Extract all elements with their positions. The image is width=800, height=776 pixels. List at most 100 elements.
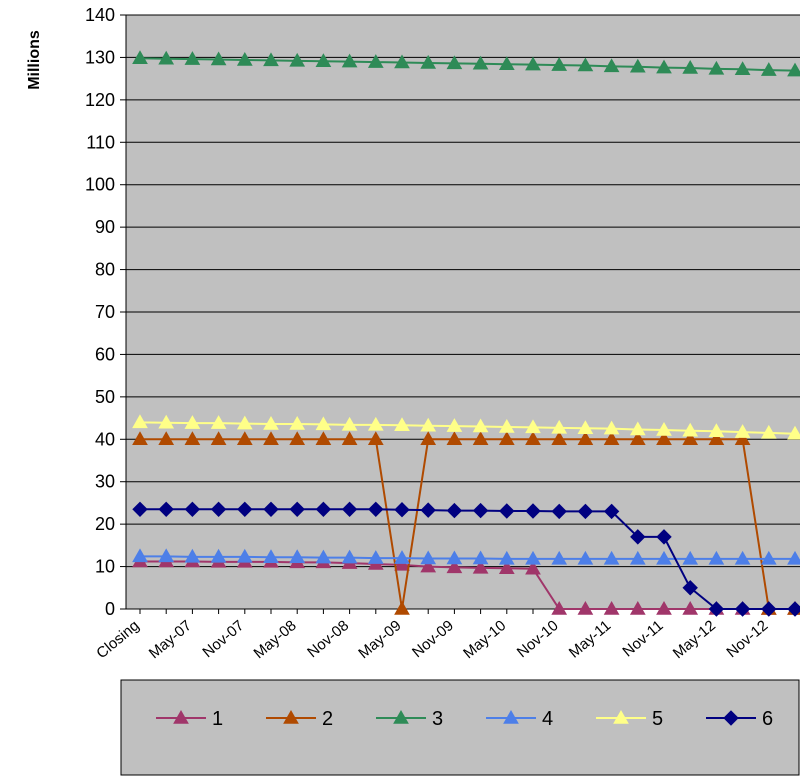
data-point bbox=[368, 501, 384, 517]
data-point bbox=[577, 420, 594, 435]
y-tick-label: 60 bbox=[95, 344, 115, 364]
data-point bbox=[210, 51, 227, 66]
data-point bbox=[472, 431, 489, 446]
data-point bbox=[656, 600, 672, 615]
data-point bbox=[132, 548, 148, 563]
data-point bbox=[184, 431, 201, 446]
data-point bbox=[158, 50, 175, 65]
data-point bbox=[498, 550, 515, 565]
series-layer bbox=[132, 50, 800, 617]
data-point bbox=[315, 501, 332, 517]
data-point bbox=[446, 431, 463, 446]
y-axis-title: Millions bbox=[26, 30, 43, 90]
data-point bbox=[289, 52, 306, 67]
x-tick-label: Nov-07 bbox=[199, 617, 247, 661]
data-point bbox=[132, 414, 148, 429]
legend-label: 4 bbox=[542, 708, 553, 730]
data-point bbox=[708, 431, 725, 446]
data-point bbox=[656, 431, 672, 446]
data-point bbox=[158, 548, 175, 563]
legend-marker bbox=[393, 709, 409, 724]
x-tick-label: Nov-12 bbox=[723, 617, 771, 661]
data-point bbox=[603, 431, 620, 446]
data-point bbox=[760, 550, 777, 565]
data-point bbox=[551, 431, 568, 446]
data-point bbox=[158, 501, 174, 517]
data-point bbox=[525, 431, 541, 446]
data-point bbox=[472, 418, 489, 433]
data-point bbox=[577, 57, 594, 72]
data-point bbox=[210, 431, 227, 446]
x-tick-label: May-11 bbox=[566, 617, 614, 661]
data-point bbox=[315, 549, 332, 564]
data-point bbox=[394, 550, 410, 564]
data-point bbox=[499, 503, 515, 519]
data-point bbox=[603, 550, 620, 565]
data-point bbox=[394, 502, 410, 518]
data-point bbox=[341, 416, 358, 431]
y-tick-label: 50 bbox=[95, 387, 115, 407]
data-point bbox=[341, 431, 358, 446]
data-point bbox=[184, 415, 201, 429]
data-point bbox=[289, 549, 306, 563]
data-point bbox=[525, 56, 541, 71]
data-point bbox=[263, 52, 279, 67]
x-tick-label: May-12 bbox=[670, 617, 719, 662]
data-point bbox=[420, 417, 437, 432]
data-point bbox=[446, 55, 463, 70]
data-point bbox=[629, 421, 646, 436]
gridlines bbox=[126, 14, 800, 610]
data-point bbox=[734, 431, 751, 446]
data-point bbox=[237, 501, 253, 517]
y-tick-label: 110 bbox=[86, 132, 115, 152]
y-tick-label: 80 bbox=[95, 260, 115, 280]
x-tick-label: Closing bbox=[93, 617, 142, 662]
data-point bbox=[367, 550, 384, 564]
data-point bbox=[551, 503, 567, 520]
data-point bbox=[315, 431, 332, 446]
data-point bbox=[341, 53, 358, 68]
data-point bbox=[603, 58, 620, 73]
x-tick-label: May-09 bbox=[355, 617, 404, 662]
series-6 bbox=[132, 501, 800, 617]
data-point bbox=[708, 601, 725, 617]
data-point bbox=[603, 600, 620, 615]
data-point bbox=[132, 50, 148, 65]
data-point bbox=[132, 431, 148, 446]
data-point bbox=[682, 60, 699, 74]
y-tick-label: 30 bbox=[95, 472, 115, 492]
data-point bbox=[629, 58, 646, 73]
data-point bbox=[367, 54, 384, 68]
x-tick-label: Nov-11 bbox=[619, 617, 666, 660]
data-point bbox=[525, 419, 541, 434]
data-point bbox=[341, 501, 358, 517]
data-point bbox=[236, 431, 253, 446]
data-point bbox=[656, 550, 672, 565]
series-5 bbox=[132, 414, 800, 440]
data-point bbox=[184, 548, 201, 563]
data-point bbox=[577, 550, 594, 565]
data-point bbox=[289, 416, 306, 430]
data-point bbox=[734, 550, 751, 565]
data-point bbox=[236, 415, 253, 430]
legend-label: 5 bbox=[652, 708, 663, 730]
x-tick-label: May-07 bbox=[146, 617, 195, 662]
data-point bbox=[629, 550, 646, 565]
series-4 bbox=[132, 548, 800, 565]
data-point bbox=[315, 53, 332, 67]
x-tick-label: May-10 bbox=[460, 617, 509, 662]
data-point bbox=[446, 418, 463, 432]
data-point bbox=[734, 61, 751, 76]
data-point bbox=[394, 556, 410, 571]
data-point bbox=[263, 549, 279, 563]
series-2 bbox=[132, 431, 800, 615]
x-tick-label: Nov-08 bbox=[304, 617, 352, 661]
data-point bbox=[498, 56, 515, 70]
data-point bbox=[682, 431, 699, 446]
data-point bbox=[263, 416, 279, 430]
y-tick-label: 40 bbox=[95, 429, 115, 449]
series-3 bbox=[132, 50, 800, 77]
y-axis: 0 10 20 30 40 50 60 70 80 90 100 110 120 130 140 bbox=[85, 5, 127, 619]
data-point bbox=[472, 55, 489, 70]
